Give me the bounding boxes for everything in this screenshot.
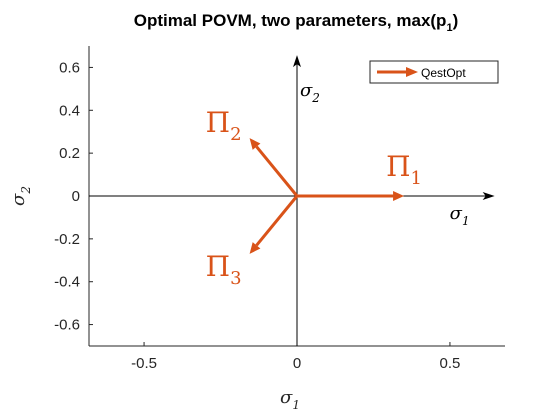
vector-arrowhead-pi-3 — [249, 242, 261, 254]
chart-title: Optimal POVM, two parameters, max(p1) — [134, 11, 459, 34]
vector-label-subscript: 3 — [230, 268, 241, 289]
inner-x-axis-label-symbol: σ — [450, 203, 463, 224]
inner-x-axis-label-subscript: 1 — [462, 214, 470, 228]
chart-title-suffix: ) — [453, 11, 459, 30]
inner-y-axis-arrowhead — [293, 55, 301, 68]
y-tick-label: -0.6 — [54, 317, 80, 334]
inner-x-axis-label: σ1 — [450, 203, 470, 228]
vector-arrowhead-pi-1 — [393, 191, 405, 201]
inner-y-axis-label-symbol: σ — [300, 80, 313, 101]
vector-label-symbol: Π — [206, 250, 230, 283]
y-tick-label: 0 — [72, 188, 80, 205]
vector-label-symbol: Π — [386, 150, 410, 183]
legend-entry-qestopt: QestOpt — [421, 66, 466, 80]
chart-title-main: Optimal POVM, two parameters, max(p — [134, 11, 447, 30]
y-tick-label: 0.6 — [59, 59, 80, 76]
y-tick-label: -0.2 — [54, 231, 80, 248]
chart-title-subscript: 1 — [446, 22, 452, 34]
legend: QestOpt — [369, 60, 499, 84]
y-ticks: 0.6 0.4 0.2 0 -0.2 -0.4 -0.6 — [54, 59, 93, 334]
x-tick-label: 0.5 — [440, 355, 461, 372]
x-tick-label: 0 — [293, 355, 301, 372]
legend-swatch-arrowhead — [406, 67, 418, 77]
y-tick-label: 0.4 — [59, 102, 80, 119]
vector-shaft-pi-2 — [255, 145, 299, 197]
vector-label-subscript: 2 — [230, 124, 241, 145]
vector-label-pi-2: Π2 — [206, 106, 242, 145]
vector-arrowhead-pi-2 — [249, 138, 261, 150]
x-axis-label: σ1 — [280, 387, 300, 412]
inner-y-axis-label-subscript: 2 — [311, 91, 320, 105]
x-tick-label: -0.5 — [131, 355, 157, 372]
x-axis-label-symbol: σ — [280, 387, 293, 408]
vector-shaft-pi-3 — [255, 195, 299, 247]
legend-box — [369, 60, 499, 84]
y-axis-label-symbol: σ — [8, 193, 29, 206]
vector-label-subscript: 1 — [411, 168, 422, 189]
x-axis-label-subscript: 1 — [292, 398, 300, 412]
y-tick-label: -0.4 — [54, 274, 80, 291]
y-tick-label: 0.2 — [59, 145, 80, 162]
y-axis-label-subscript: 2 — [19, 186, 33, 195]
inner-y-axis-label: σ2 — [300, 80, 320, 105]
y-axis-label: σ2 — [8, 186, 33, 206]
vector-label-pi-3: Π3 — [206, 250, 242, 289]
inner-x-axis-arrowhead — [482, 192, 495, 200]
vector-label-pi-1: Π1 — [386, 150, 422, 189]
vector-label-symbol: Π — [206, 106, 230, 139]
